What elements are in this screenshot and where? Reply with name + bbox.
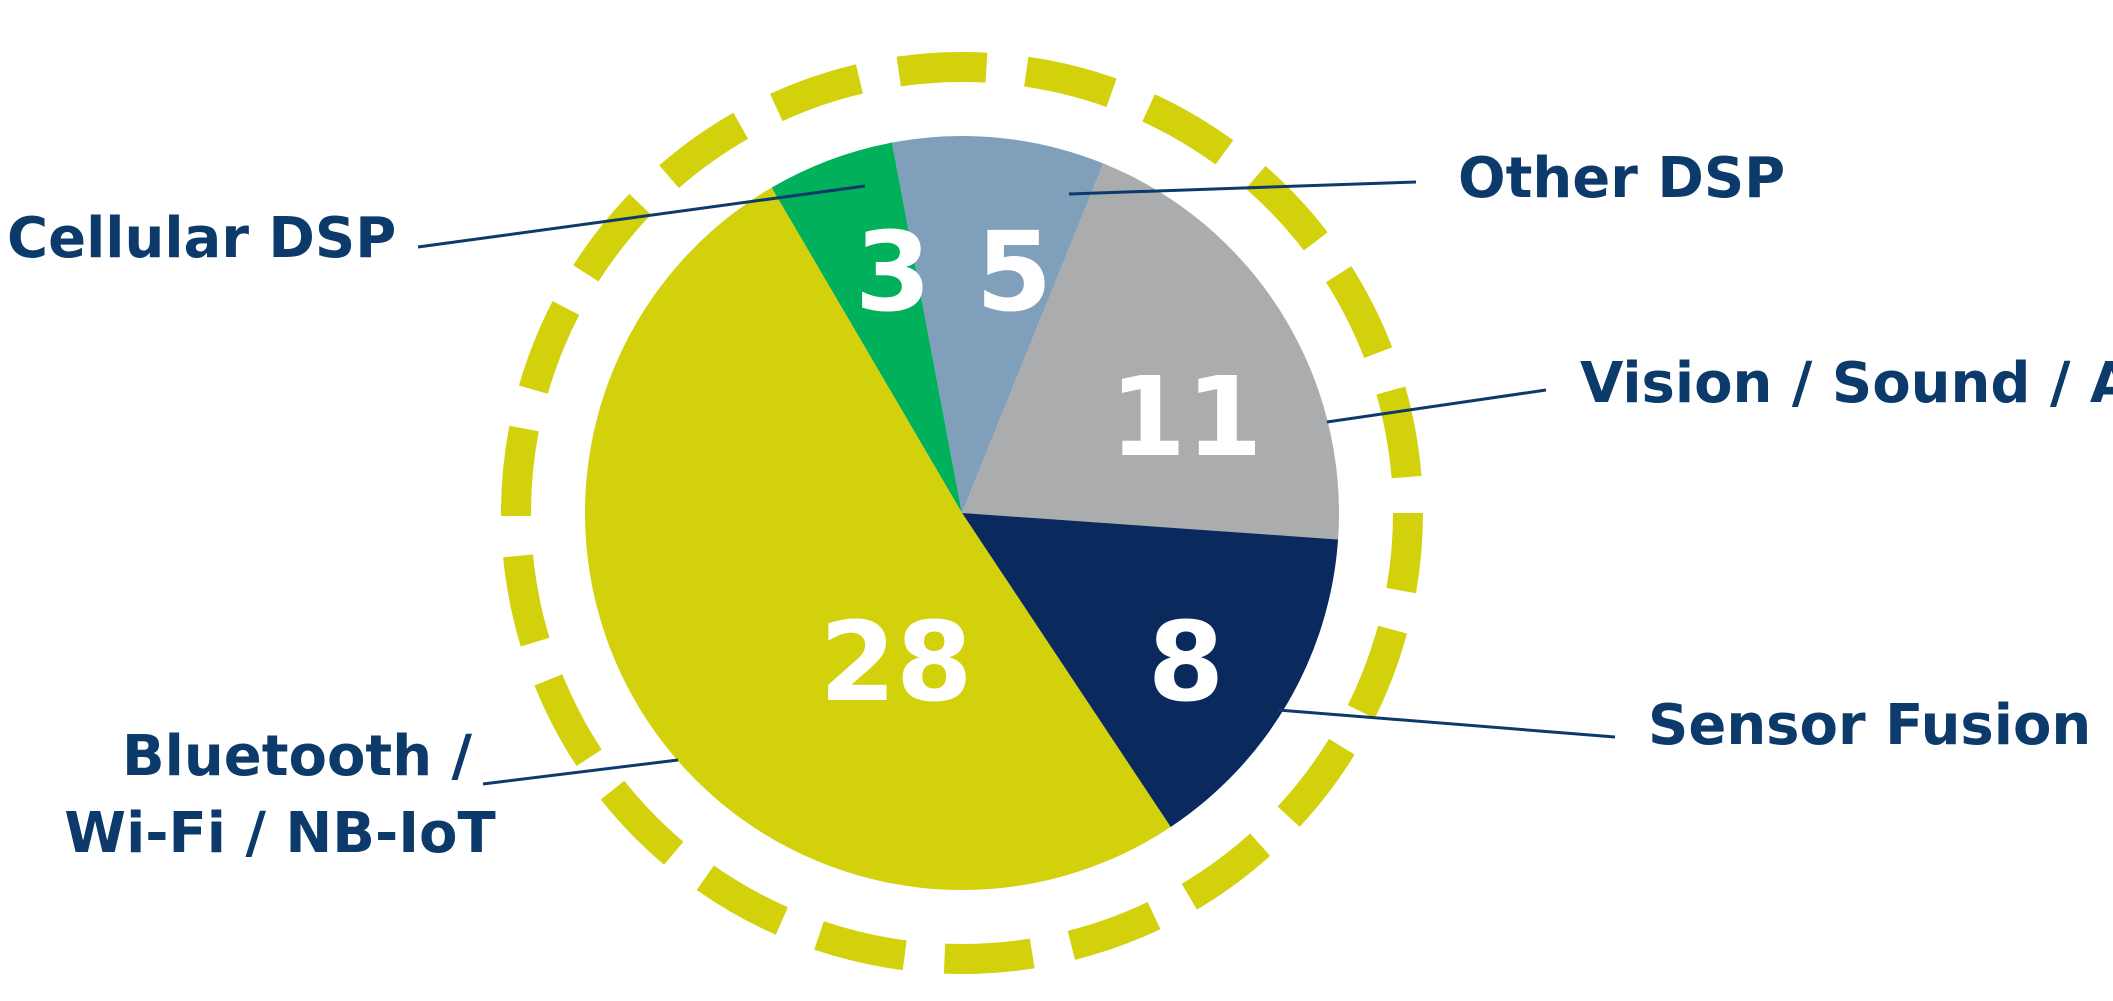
pie-slice-sensor-fusion bbox=[962, 513, 1339, 827]
pie-slices bbox=[584, 136, 1340, 891]
pie-slice-cellular-dsp bbox=[771, 142, 962, 513]
value-label-cellular-dsp: 3 bbox=[855, 208, 932, 336]
category-labels: Cellular DSP Other DSP Vision / Sound / AI… bbox=[7, 146, 2113, 866]
callout-lines bbox=[417, 180, 1616, 786]
callout-line-sensor-fusion bbox=[1277, 708, 1616, 739]
category-label-sensor-fusion: Sensor Fusion bbox=[1648, 693, 2091, 758]
category-label-vision-sound-ai: Vision / Sound / AI bbox=[1580, 351, 2113, 416]
dashed-ring bbox=[501, 52, 1423, 974]
value-label-bluetooth-wi-fi-nb-iot: 28 bbox=[819, 598, 972, 726]
value-label-sensor-fusion: 8 bbox=[1148, 598, 1225, 726]
category-label-bluetooth-wi-fi-nb-iot-line-2: Wi-Fi / NB-IoT bbox=[64, 801, 495, 866]
pie-slice-bluetooth-wi-fi-nb-iot bbox=[584, 187, 1171, 891]
category-label-other-dsp: Other DSP bbox=[1458, 146, 1785, 211]
callout-line-vision-sound-ai bbox=[1326, 388, 1547, 424]
pie-slice-vision-sound-ai bbox=[962, 163, 1340, 540]
category-label-cellular-dsp: Cellular DSP bbox=[7, 206, 396, 271]
callout-line-cellular-dsp bbox=[417, 184, 866, 249]
category-label-bluetooth-wi-fi-nb-iot-line-1: Bluetooth / bbox=[122, 724, 473, 789]
callout-line-bluetooth-wi-fi-nb-iot bbox=[482, 758, 679, 786]
value-labels: 3 5 11 8 28 bbox=[819, 208, 1262, 726]
callout-line-other-dsp bbox=[1068, 180, 1417, 196]
value-label-other-dsp: 5 bbox=[976, 208, 1053, 336]
dashed-ring-circle bbox=[501, 52, 1423, 974]
value-label-vision-sound-ai: 11 bbox=[1109, 353, 1262, 481]
pie-slice-other-dsp bbox=[891, 136, 1104, 513]
